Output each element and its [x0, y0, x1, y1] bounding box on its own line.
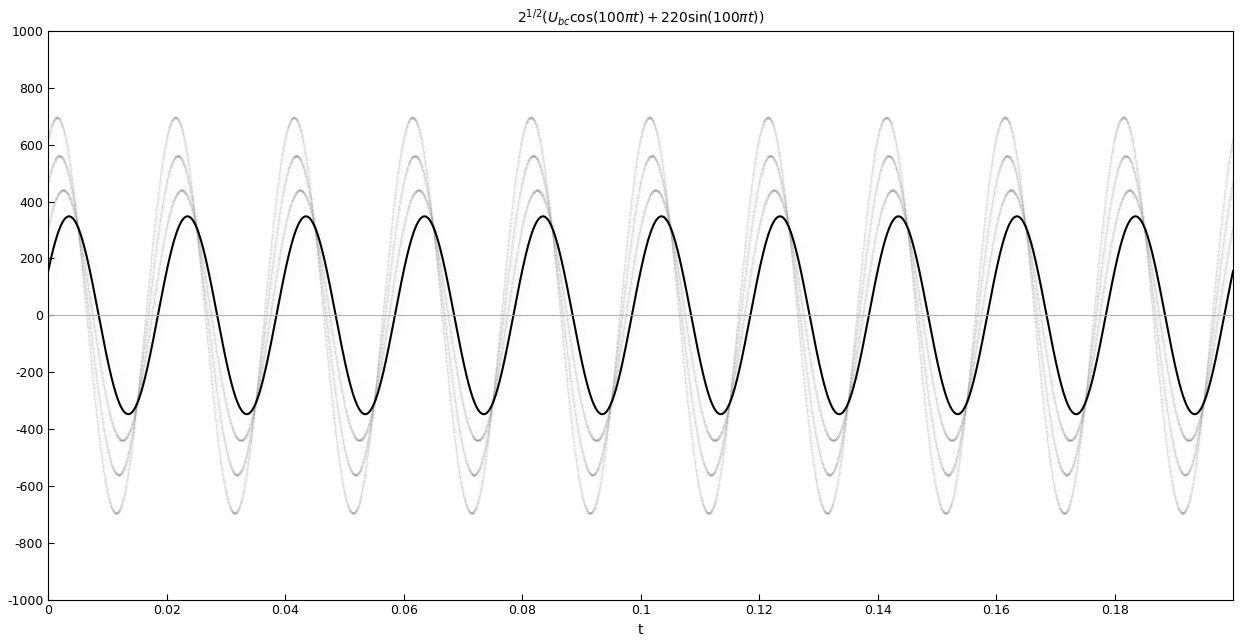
X-axis label: t: t: [637, 623, 644, 637]
Title: $2^{1/2}(U_{bc}\cos(100\pi t) + 220\sin(100\pi t))$: $2^{1/2}(U_{bc}\cos(100\pi t) + 220\sin(…: [517, 7, 764, 28]
